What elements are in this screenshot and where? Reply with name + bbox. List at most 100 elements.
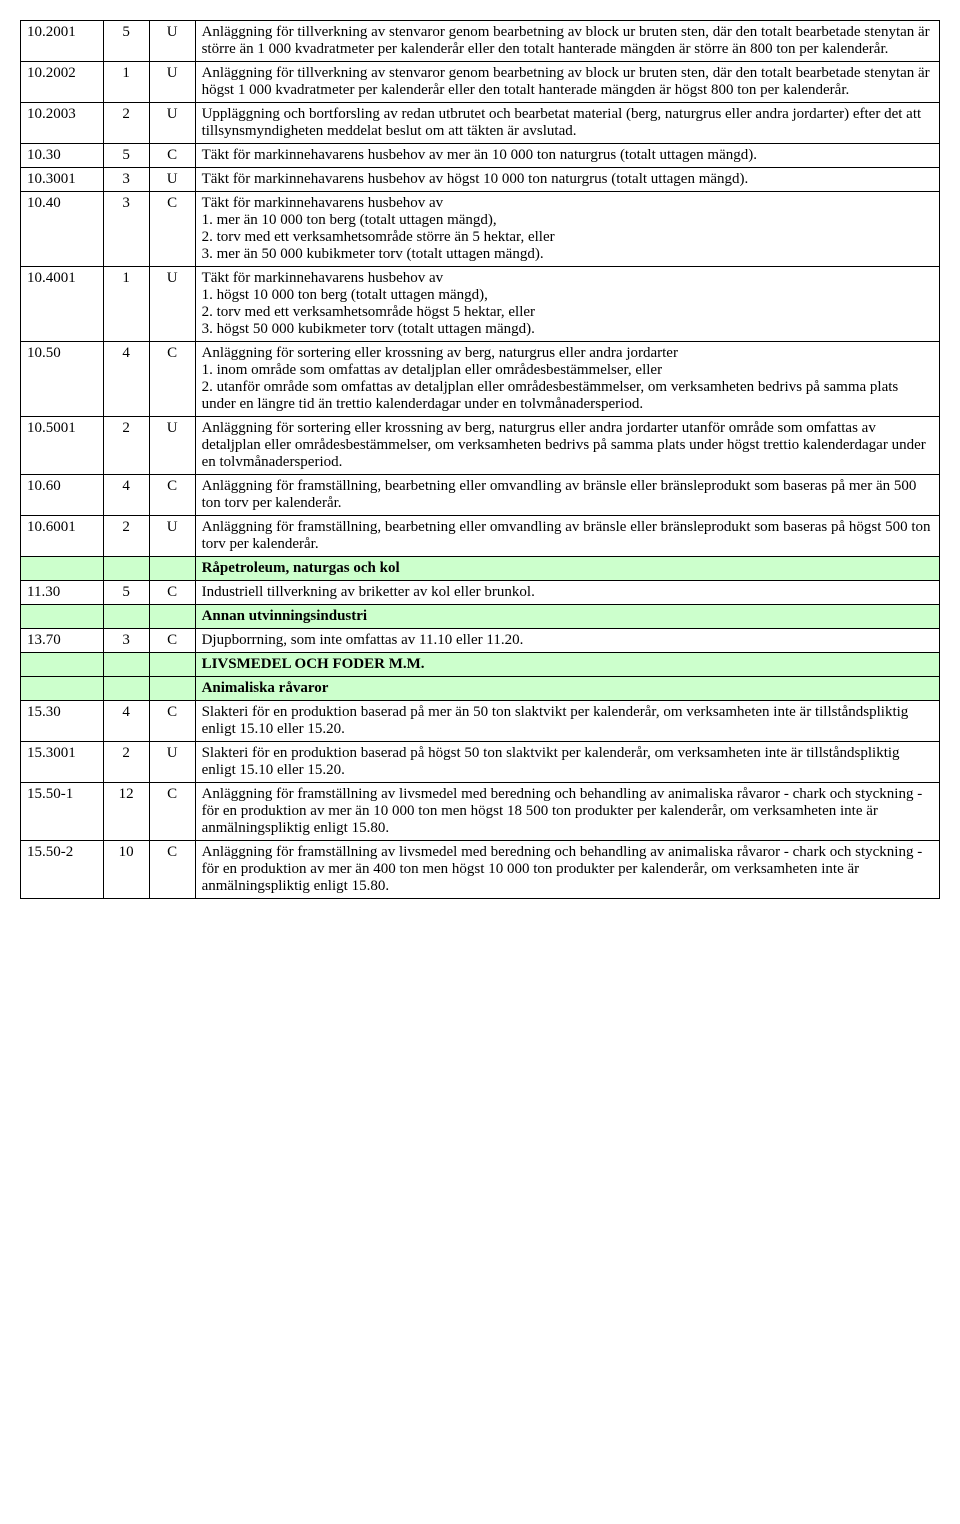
cell-num: 2 bbox=[103, 742, 149, 783]
section-heading: Animaliska råvaror bbox=[195, 677, 939, 701]
cell-num: 3 bbox=[103, 168, 149, 192]
cell-tag: C bbox=[149, 475, 195, 516]
cell-tag bbox=[149, 677, 195, 701]
cell-tag: C bbox=[149, 841, 195, 899]
cell-tag: U bbox=[149, 103, 195, 144]
cell-code: 10.30 bbox=[21, 144, 104, 168]
cell-tag bbox=[149, 557, 195, 581]
cell-num: 1 bbox=[103, 267, 149, 342]
cell-code: 10.3001 bbox=[21, 168, 104, 192]
cell-tag: C bbox=[149, 192, 195, 267]
cell-tag: U bbox=[149, 516, 195, 557]
table-row: 10.403CTäkt för markinnehavarens husbeho… bbox=[21, 192, 940, 267]
cell-code bbox=[21, 653, 104, 677]
cell-code: 10.6001 bbox=[21, 516, 104, 557]
section-heading: Annan utvinningsindustri bbox=[195, 605, 939, 629]
cell-num bbox=[103, 653, 149, 677]
cell-desc: Anläggning för sortering eller krossning… bbox=[195, 342, 939, 417]
section-row: Annan utvinningsindustri bbox=[21, 605, 940, 629]
cell-tag: U bbox=[149, 62, 195, 103]
cell-tag bbox=[149, 653, 195, 677]
cell-code bbox=[21, 557, 104, 581]
cell-code: 15.30 bbox=[21, 701, 104, 742]
cell-code: 15.50-1 bbox=[21, 783, 104, 841]
cell-tag: U bbox=[149, 168, 195, 192]
cell-num: 3 bbox=[103, 192, 149, 267]
section-row: Råpetroleum, naturgas och kol bbox=[21, 557, 940, 581]
cell-desc: Täkt för markinnehavarens husbehov av 1.… bbox=[195, 267, 939, 342]
cell-tag: C bbox=[149, 701, 195, 742]
cell-tag: C bbox=[149, 144, 195, 168]
cell-num bbox=[103, 677, 149, 701]
cell-num bbox=[103, 557, 149, 581]
cell-code bbox=[21, 677, 104, 701]
cell-num: 2 bbox=[103, 516, 149, 557]
cell-tag: C bbox=[149, 629, 195, 653]
cell-desc: Täkt för markinnehavarens husbehov av me… bbox=[195, 144, 939, 168]
section-heading: Råpetroleum, naturgas och kol bbox=[195, 557, 939, 581]
cell-code: 10.40 bbox=[21, 192, 104, 267]
section-row: Animaliska råvaror bbox=[21, 677, 940, 701]
cell-tag: C bbox=[149, 342, 195, 417]
table-row: 11.305CIndustriell tillverkning av brike… bbox=[21, 581, 940, 605]
cell-code: 10.60 bbox=[21, 475, 104, 516]
cell-desc: Slakteri för en produktion baserad på me… bbox=[195, 701, 939, 742]
table-row: 10.50012UAnläggning för sortering eller … bbox=[21, 417, 940, 475]
cell-code: 10.4001 bbox=[21, 267, 104, 342]
table-row: 10.20032UUppläggning och bortforsling av… bbox=[21, 103, 940, 144]
cell-code: 11.30 bbox=[21, 581, 104, 605]
table-row: 10.20015UAnläggning för tillverkning av … bbox=[21, 21, 940, 62]
cell-num: 3 bbox=[103, 629, 149, 653]
table-row: 15.30012USlakteri för en produktion base… bbox=[21, 742, 940, 783]
cell-tag: U bbox=[149, 267, 195, 342]
table-row: 10.40011UTäkt för markinnehavarens husbe… bbox=[21, 267, 940, 342]
regulation-table: 10.20015UAnläggning för tillverkning av … bbox=[20, 20, 940, 899]
cell-code bbox=[21, 605, 104, 629]
cell-code: 10.5001 bbox=[21, 417, 104, 475]
cell-num: 5 bbox=[103, 581, 149, 605]
table-row: 10.504CAnläggning för sortering eller kr… bbox=[21, 342, 940, 417]
cell-desc: Anläggning för tillverkning av stenvaror… bbox=[195, 21, 939, 62]
table-row: 15.50-112CAnläggning för framställning a… bbox=[21, 783, 940, 841]
table-row: 10.30013UTäkt för markinnehavarens husbe… bbox=[21, 168, 940, 192]
cell-tag: U bbox=[149, 742, 195, 783]
cell-tag bbox=[149, 605, 195, 629]
table-row: 10.20021UAnläggning för tillverkning av … bbox=[21, 62, 940, 103]
cell-desc: Anläggning för framställning, bearbetnin… bbox=[195, 475, 939, 516]
cell-desc: Täkt för markinnehavarens husbehov av 1.… bbox=[195, 192, 939, 267]
cell-num: 1 bbox=[103, 62, 149, 103]
cell-desc: Anläggning för tillverkning av stenvaror… bbox=[195, 62, 939, 103]
cell-desc: Anläggning för sortering eller krossning… bbox=[195, 417, 939, 475]
cell-code: 10.2003 bbox=[21, 103, 104, 144]
cell-code: 10.2001 bbox=[21, 21, 104, 62]
cell-num: 4 bbox=[103, 475, 149, 516]
table-row: 10.60012UAnläggning för framställning, b… bbox=[21, 516, 940, 557]
cell-num: 2 bbox=[103, 103, 149, 144]
cell-code: 10.2002 bbox=[21, 62, 104, 103]
cell-desc: Djupborrning, som inte omfattas av 11.10… bbox=[195, 629, 939, 653]
table-row: 13.703CDjupborrning, som inte omfattas a… bbox=[21, 629, 940, 653]
table-row: 10.604CAnläggning för framställning, bea… bbox=[21, 475, 940, 516]
cell-num bbox=[103, 605, 149, 629]
cell-code: 10.50 bbox=[21, 342, 104, 417]
cell-num: 4 bbox=[103, 342, 149, 417]
section-heading: LIVSMEDEL OCH FODER M.M. bbox=[195, 653, 939, 677]
cell-tag: C bbox=[149, 581, 195, 605]
cell-desc: Anläggning för framställning av livsmede… bbox=[195, 783, 939, 841]
table-row: 10.305CTäkt för markinnehavarens husbeho… bbox=[21, 144, 940, 168]
cell-num: 2 bbox=[103, 417, 149, 475]
cell-num: 4 bbox=[103, 701, 149, 742]
cell-desc: Slakteri för en produktion baserad på hö… bbox=[195, 742, 939, 783]
cell-desc: Täkt för markinnehavarens husbehov av hö… bbox=[195, 168, 939, 192]
cell-tag: C bbox=[149, 783, 195, 841]
table-row: 15.50-210CAnläggning för framställning a… bbox=[21, 841, 940, 899]
cell-code: 15.3001 bbox=[21, 742, 104, 783]
section-row: LIVSMEDEL OCH FODER M.M. bbox=[21, 653, 940, 677]
cell-code: 13.70 bbox=[21, 629, 104, 653]
cell-num: 5 bbox=[103, 144, 149, 168]
cell-desc: Anläggning för framställning, bearbetnin… bbox=[195, 516, 939, 557]
cell-desc: Uppläggning och bortforsling av redan ut… bbox=[195, 103, 939, 144]
cell-num: 5 bbox=[103, 21, 149, 62]
cell-num: 12 bbox=[103, 783, 149, 841]
cell-code: 15.50-2 bbox=[21, 841, 104, 899]
